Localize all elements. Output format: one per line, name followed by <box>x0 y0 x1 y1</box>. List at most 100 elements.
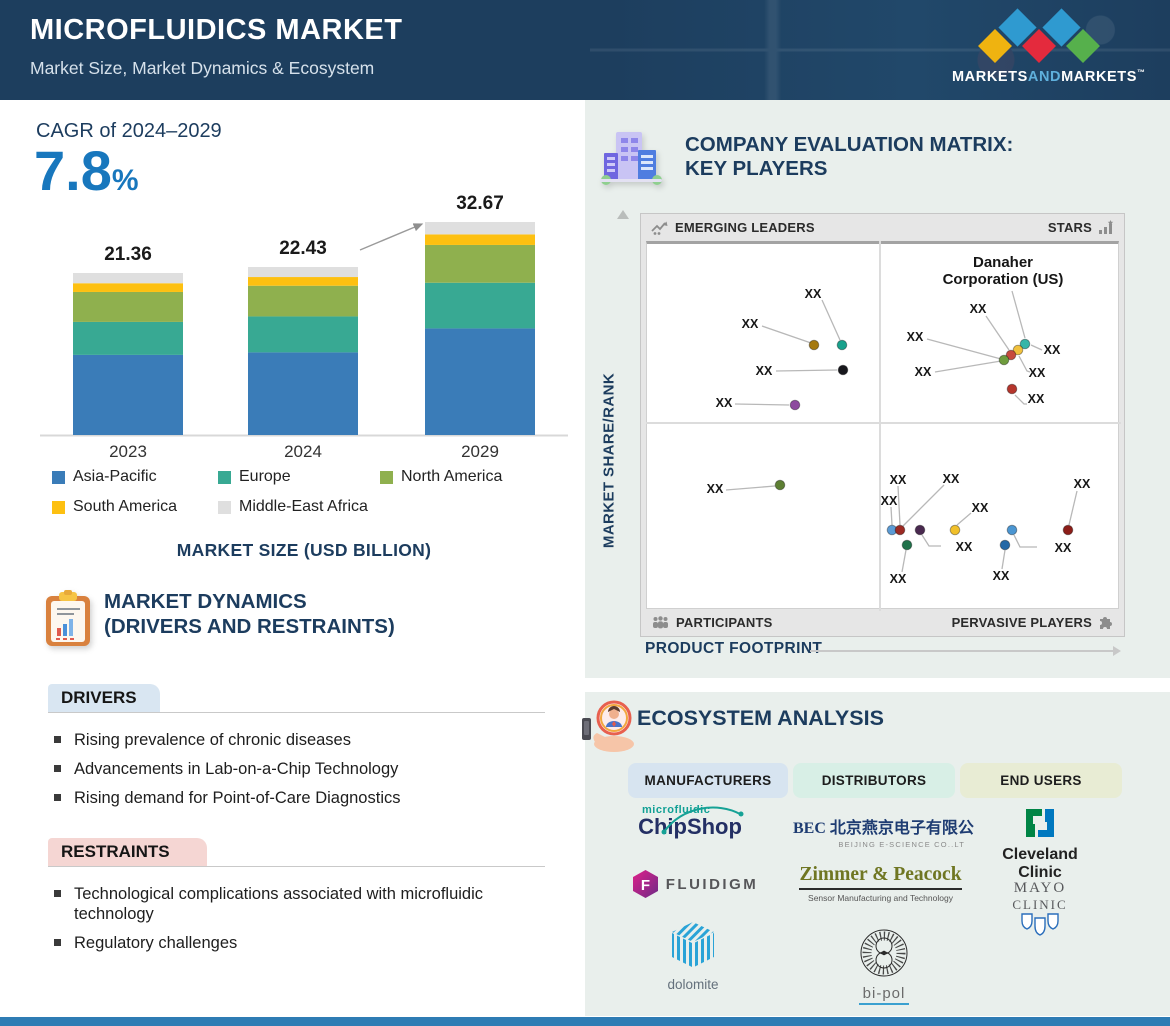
leader-line <box>1014 394 1027 405</box>
placeholder-label: XX <box>1055 541 1072 555</box>
leader-line <box>821 299 841 341</box>
placeholder-label: XX <box>707 482 724 496</box>
bar-segment <box>425 328 535 435</box>
bar-segment <box>73 354 183 435</box>
placeholder-label: XX <box>1028 392 1045 406</box>
fluidigm-mark-icon: F <box>632 870 658 898</box>
leader-line <box>1018 355 1031 373</box>
bar-segment <box>425 244 535 283</box>
legend-swatch <box>218 470 231 484</box>
leader-line <box>956 512 972 526</box>
company-data-point <box>998 354 1010 366</box>
leader-line <box>1011 290 1026 339</box>
leader-line <box>897 485 901 526</box>
company-name-label: Danaher Corporation (US) <box>943 254 1064 288</box>
company-data-point <box>1005 349 1017 361</box>
people-icon <box>653 616 668 629</box>
bar-segment <box>73 283 183 292</box>
company-data-point <box>1019 338 1031 350</box>
leader-line <box>1068 490 1078 526</box>
logo-bi-pol: bi-pol <box>830 928 938 1005</box>
legend-label: Asia-Pacific <box>73 468 157 485</box>
matrix-top-strip: EMERGING LEADERS STARS <box>641 214 1124 241</box>
drivers-heading: DRIVERS <box>48 684 160 712</box>
logo-microfluidic-chipshop: microfluidic ChipShop <box>630 804 750 840</box>
buildings-icon <box>600 132 662 185</box>
legend-item: South America <box>52 498 218 516</box>
bullet-item: Rising prevalence of chronic diseases <box>48 730 548 750</box>
company-data-point <box>837 364 849 376</box>
placeholder-label: XX <box>956 540 973 554</box>
placeholder-label: XX <box>970 302 987 316</box>
company-data-point <box>1006 383 1018 395</box>
leader-line <box>985 315 1010 351</box>
leader-line <box>934 360 1002 373</box>
leader-line <box>1030 344 1043 351</box>
matrix-horizontal-divider <box>646 422 1121 424</box>
right-panel: COMPANY EVALUATION MATRIX: KEY PLAYERS M… <box>582 100 1170 1016</box>
placeholder-label: XX <box>756 364 773 378</box>
bottom-accent-bar <box>0 1017 1170 1026</box>
leader-line <box>921 534 941 547</box>
person-in-hand-icon <box>582 700 634 752</box>
bar-segment <box>248 267 358 278</box>
growth-chart-icon <box>651 221 668 235</box>
clipboard-chart-icon <box>46 590 90 646</box>
placeholder-label: XX <box>943 472 960 486</box>
matrix-plot-area <box>646 241 1119 609</box>
placeholder-label: XX <box>890 572 907 586</box>
matrix-vertical-divider <box>879 241 881 611</box>
page-subtitle: Market Size, Market Dynamics & Ecosystem <box>30 58 375 78</box>
quadrant-label-emerging-leaders: EMERGING LEADERS <box>675 220 815 235</box>
restraints-list: Technological complications associated w… <box>48 884 548 962</box>
svg-text:F: F <box>641 877 650 894</box>
company-evaluation-section: COMPANY EVALUATION MATRIX: KEY PLAYERS M… <box>585 100 1170 678</box>
company-data-point <box>1062 524 1074 536</box>
bipol-mark-icon <box>860 929 908 977</box>
matrix-bottom-strip: PARTICIPANTS PERVASIVE PLAYERS <box>641 609 1124 636</box>
leader-line <box>890 506 893 526</box>
cagr-value: 7.8% <box>34 139 139 202</box>
legend-label: South America <box>73 498 178 515</box>
leader-line <box>926 338 1002 360</box>
logo-beijing-e-science: BEC 北京燕京电子有限公 BEIJING E-SCIENCE CO..LT <box>793 820 974 849</box>
legend-swatch <box>52 500 65 514</box>
bar-segment <box>73 291 183 322</box>
divider <box>48 712 545 713</box>
x-axis-label: PRODUCT FOOTPRINT <box>645 640 823 657</box>
bar-value-label: 21.36 <box>104 244 152 265</box>
company-data-point <box>901 539 913 551</box>
company-data-point <box>999 539 1011 551</box>
company-data-point <box>949 524 961 536</box>
logo-mayo-clinic: MAYO CLINIC <box>990 880 1090 942</box>
x-axis-arrow-icon <box>1113 646 1121 656</box>
bar-segment <box>425 234 535 245</box>
legend-item: Middle-East Africa <box>218 498 380 516</box>
quadrant-label-participants: PARTICIPANTS <box>676 615 773 630</box>
leader-line <box>734 403 790 406</box>
placeholder-label: XX <box>915 365 932 379</box>
placeholder-label: XX <box>1029 366 1046 380</box>
bar-category-label: 2029 <box>461 442 499 461</box>
leader-line <box>761 325 812 344</box>
chart-axis-title: MARKET SIZE (USD BILLION) <box>176 540 432 560</box>
placeholder-label: XX <box>993 569 1010 583</box>
bar-segment <box>73 273 183 284</box>
quadrant-label-pervasive-players: PERVASIVE PLAYERS <box>951 615 1092 630</box>
market-dynamics-title: MARKET DYNAMICS (DRIVERS AND RESTRAINTS) <box>104 590 395 638</box>
bar-segment <box>73 321 183 355</box>
leader-line <box>902 484 945 527</box>
evaluation-matrix-chart: EMERGING LEADERS STARS XX <box>640 213 1125 637</box>
bar-category-label: 2024 <box>284 442 322 461</box>
bar-segment <box>248 352 358 435</box>
company-data-point <box>774 479 786 491</box>
legend-swatch <box>52 470 65 484</box>
placeholder-label: XX <box>907 330 924 344</box>
placeholder-label: XX <box>805 287 822 301</box>
leader-line <box>901 549 907 573</box>
placeholder-label: XX <box>742 317 759 331</box>
legend-item: Europe <box>218 468 380 486</box>
placeholder-label: XX <box>716 396 733 410</box>
bar-chart-svg: 21.36 2023 22.43 2024 32.67 2029 <box>40 193 568 461</box>
